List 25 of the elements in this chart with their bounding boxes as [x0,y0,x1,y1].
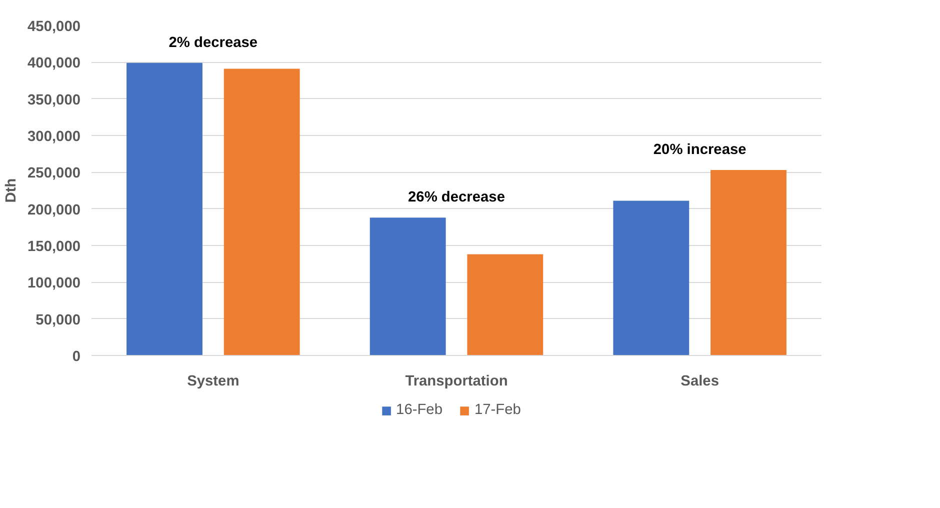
x-tick-label: Transportation [405,374,508,390]
legend-label: 17-Feb [474,402,521,418]
y-tick-label: 250,000 [28,166,81,182]
bar [613,200,690,356]
y-tick-label: 200,000 [28,202,81,218]
annotation: 20% increase [653,142,746,158]
y-tick-label: 400,000 [28,56,81,72]
annotation: 26% decrease [408,190,505,206]
bar [126,62,202,356]
x-tick-label: System [187,374,240,390]
y-tick-label: 450,000 [28,19,81,35]
bar [467,254,544,356]
y-tick-label: 350,000 [28,92,81,108]
bar [710,170,786,356]
annotation: 2% decrease [168,34,258,51]
bar [224,68,300,356]
y-tick-label: 100,000 [28,276,81,292]
y-axis-title: Dth [4,178,20,203]
legend-label: 16-Feb [396,402,442,418]
y-tick-label: 300,000 [28,129,81,145]
x-tick-label: Sales [680,374,719,390]
y-tick-label: 150,000 [28,239,81,255]
bar [370,218,446,356]
y-tick-label: 0 [72,349,81,365]
y-tick-label: 50,000 [36,312,80,328]
